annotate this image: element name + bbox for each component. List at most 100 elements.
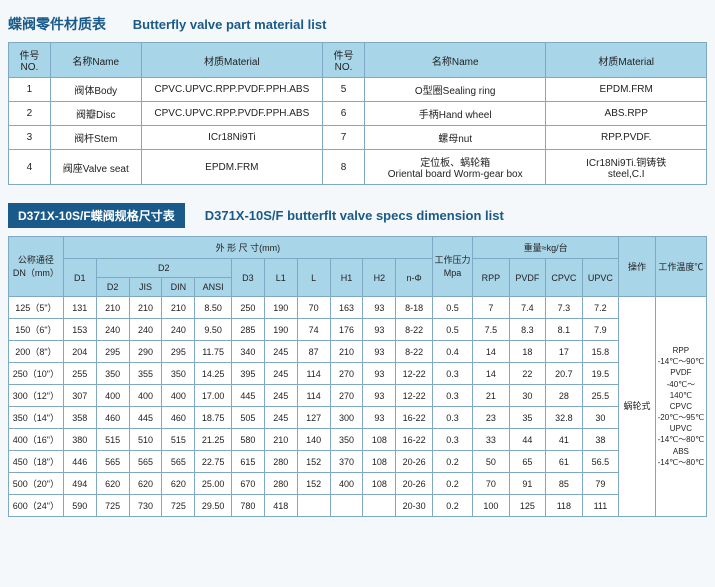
table-cell: 620 xyxy=(129,473,162,495)
table-cell: 290 xyxy=(129,341,162,363)
table-cell: 114 xyxy=(297,385,330,407)
table-cell: 210 xyxy=(129,297,162,319)
table-cell: 494 xyxy=(63,473,96,495)
table-cell: 400 xyxy=(96,385,129,407)
table-cell: 270 xyxy=(330,385,363,407)
table-cell: 240 xyxy=(162,319,195,341)
table-cell: 8.1 xyxy=(546,319,583,341)
table-cell: 12-22 xyxy=(396,385,433,407)
table-cell: ICr18Ni9Ti xyxy=(141,126,322,150)
table-cell: 176 xyxy=(330,319,363,341)
section1-title: 蝶阀零件材质表 Butterfly valve part material li… xyxy=(8,14,707,34)
table-cell: 108 xyxy=(363,451,396,473)
table-cell: 108 xyxy=(363,473,396,495)
h-dn: 公称通径DN（mm） xyxy=(9,237,64,297)
table-cell: 阀杆Stem xyxy=(50,126,141,150)
table-cell: 295 xyxy=(162,341,195,363)
table-cell: EPDM.FRM xyxy=(546,78,707,102)
table-cell: 400 xyxy=(162,385,195,407)
table-cell: 418 xyxy=(264,495,297,517)
table-cell: 285 xyxy=(231,319,264,341)
table-cell: 245 xyxy=(264,341,297,363)
h-mpa: 工作压力Mpa xyxy=(432,237,472,297)
table-cell: 140 xyxy=(297,429,330,451)
table-cell: 7 xyxy=(473,297,510,319)
table-cell: 111 xyxy=(582,495,619,517)
table-cell: 240 xyxy=(96,319,129,341)
table-cell: 350 xyxy=(162,363,195,385)
h-op: 操作 xyxy=(619,237,656,297)
table-cell: EPDM.FRM xyxy=(141,150,322,185)
table-cell: 307 xyxy=(63,385,96,407)
h-l1: L1 xyxy=(264,259,297,297)
table-cell: 0.2 xyxy=(432,473,472,495)
table-cell: 460 xyxy=(162,407,195,429)
table-cell: 255 xyxy=(63,363,96,385)
table-cell: 108 xyxy=(363,429,396,451)
table-cell: 358 xyxy=(63,407,96,429)
table-cell: 2 xyxy=(9,102,51,126)
table-cell: 20-30 xyxy=(396,495,433,517)
table-cell: 515 xyxy=(162,429,195,451)
table-cell: 380 xyxy=(63,429,96,451)
table-cell: 580 xyxy=(231,429,264,451)
table-cell: 7.2 xyxy=(582,297,619,319)
h-l: L xyxy=(297,259,330,297)
table-cell: 163 xyxy=(330,297,363,319)
table-cell: 500（20"） xyxy=(9,473,64,495)
table-cell: 118 xyxy=(546,495,583,517)
table-cell: 22.75 xyxy=(195,451,232,473)
table-cell: 0.3 xyxy=(432,429,472,451)
op-cell: 蜗轮式 xyxy=(619,297,656,517)
section2-bar: D371X-10S/F蝶阀规格尺寸表 D371X-10S/F butterflt… xyxy=(8,203,707,228)
table-cell: RPP.PVDF. xyxy=(546,126,707,150)
table-cell: 9.50 xyxy=(195,319,232,341)
table-cell: 17 xyxy=(546,341,583,363)
table-cell: 565 xyxy=(96,451,129,473)
table-cell: 28 xyxy=(546,385,583,407)
table-cell: 340 xyxy=(231,341,264,363)
table-cell: 0.3 xyxy=(432,407,472,429)
table-cell: 20-26 xyxy=(396,473,433,495)
col-no-2: 件号NO. xyxy=(323,43,365,78)
table-cell: 14.25 xyxy=(195,363,232,385)
table-cell: 510 xyxy=(129,429,162,451)
h-pvdf: PVDF xyxy=(509,259,546,297)
table-cell: 70 xyxy=(473,473,510,495)
table-cell: 370 xyxy=(330,451,363,473)
table-cell: 350 xyxy=(330,429,363,451)
table-cell: 590 xyxy=(63,495,96,517)
table-cell: 210 xyxy=(330,341,363,363)
table-cell: 41 xyxy=(546,429,583,451)
table-cell: 11.75 xyxy=(195,341,232,363)
table-cell: 7.5 xyxy=(473,319,510,341)
col-material-2: 材质Material xyxy=(546,43,707,78)
col-no: 件号NO. xyxy=(9,43,51,78)
table-cell: 280 xyxy=(264,451,297,473)
table-cell: 445 xyxy=(129,407,162,429)
h-h2: H2 xyxy=(363,259,396,297)
table-cell xyxy=(330,495,363,517)
table-cell: 725 xyxy=(96,495,129,517)
section1-title-en: Butterfly valve part material list xyxy=(133,17,327,32)
table-cell: 14 xyxy=(473,363,510,385)
h-d3: D3 xyxy=(231,259,264,297)
table-cell: 100 xyxy=(473,495,510,517)
table-cell: 127 xyxy=(297,407,330,429)
table-cell: 450（18"） xyxy=(9,451,64,473)
table-cell: 74 xyxy=(297,319,330,341)
table-cell: 23 xyxy=(473,407,510,429)
table-cell: 0.4 xyxy=(432,341,472,363)
table-cell: 153 xyxy=(63,319,96,341)
table-cell: 600（24"） xyxy=(9,495,64,517)
col-material: 材质Material xyxy=(141,43,322,78)
table-cell: ABS.RPP xyxy=(546,102,707,126)
table-cell: 1 xyxy=(9,78,51,102)
table-cell: 19.5 xyxy=(582,363,619,385)
h-ansi: ANSI xyxy=(195,278,232,297)
table-cell: 446 xyxy=(63,451,96,473)
table-cell xyxy=(363,495,396,517)
table-cell: 15.8 xyxy=(582,341,619,363)
table-cell: 20.7 xyxy=(546,363,583,385)
h-d2: D2 xyxy=(96,259,231,278)
